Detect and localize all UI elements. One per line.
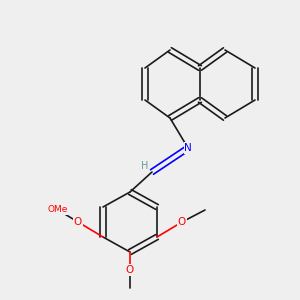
Text: OMe: OMe bbox=[48, 206, 68, 214]
Text: O: O bbox=[126, 265, 134, 275]
Text: H: H bbox=[141, 161, 148, 171]
Text: O: O bbox=[178, 217, 186, 227]
Text: N: N bbox=[184, 143, 192, 153]
Text: O: O bbox=[74, 217, 82, 227]
